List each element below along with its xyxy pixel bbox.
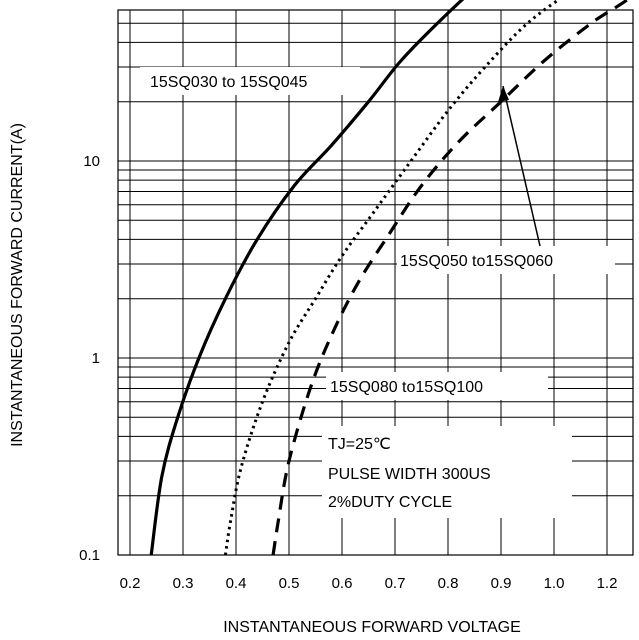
series2-pointer-line [502, 85, 541, 247]
series-line-2 [223, 0, 561, 556]
series2-pointer-arrowhead [498, 86, 509, 102]
series-line-1 [149, 0, 465, 556]
series1-label-box [140, 67, 360, 95]
x-tick-label: 0.6 [332, 575, 353, 592]
series3-label-box [326, 372, 548, 400]
y-tick-label: 1 [92, 350, 100, 367]
y-tick-label: 0.1 [79, 547, 100, 564]
series2-label-box [397, 246, 615, 274]
x-tick-label: 1.2 [597, 575, 618, 592]
x-tick-label: 0.4 [226, 575, 247, 592]
plot-frame [117, 9, 634, 556]
x-tick-label: 0.2 [120, 575, 141, 592]
x-tick-label: 0.3 [173, 575, 194, 592]
x-tick-label: 0.9 [491, 575, 512, 592]
condition-temperature: TJ=25℃ [328, 436, 391, 453]
condition-duty-cycle: 2%DUTY CYCLE [328, 494, 452, 511]
x-tick-label: 0.8 [438, 575, 459, 592]
y-axis-title: INSTANTANEOUS FORWARD CURRENT(A) [9, 123, 26, 447]
y-tick-label: 10 [83, 153, 100, 170]
conditions-box [322, 426, 572, 518]
tick-labels: 0.20.30.40.50.60.70.80.91.01.20.1110100 [79, 153, 618, 592]
x-tick-label: 1.0 [544, 575, 565, 592]
condition-pulse-width: PULSE WIDTH 300US [328, 466, 491, 483]
x-tick-label: 0.7 [385, 575, 406, 592]
series3-label: 15SQ080 to15SQ100 [330, 379, 483, 396]
series-line-3 [271, 0, 630, 556]
x-axis-title: INSTANTANEOUS FORWARD VOLTAGE [223, 619, 521, 636]
series-lines [149, 0, 630, 556]
x-tick-label: 0.5 [279, 575, 300, 592]
series2-label: 15SQ050 to15SQ060 [400, 253, 553, 270]
series1-label: 15SQ030 to 15SQ045 [150, 74, 308, 91]
